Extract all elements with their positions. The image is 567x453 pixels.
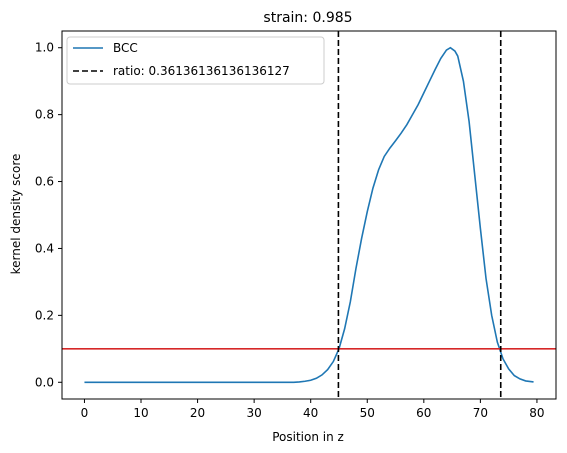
series-line-bcc <box>84 46 534 384</box>
y-tick-label: 1.0 <box>35 41 54 55</box>
axes: 0 10 20 30 40 50 60 70 80 0.0 0.2 0.4 0.6 0.8 1.0 <box>35 30 557 420</box>
x-tick-label: 20 <box>190 406 205 420</box>
legend-label-bcc: BCC <box>113 41 138 55</box>
x-tick-label: 40 <box>303 406 318 420</box>
legend: BCC ratio: 0.36136136136136127 <box>66 36 325 85</box>
x-axis-label: Position in z <box>272 430 344 444</box>
x-tick-label: 0 <box>81 406 89 420</box>
y-axis-label: kernel density score <box>9 154 23 275</box>
x-tick-label: 10 <box>133 406 148 420</box>
x-tick-label: 30 <box>246 406 261 420</box>
legend-label-ratio: ratio: 0.36136136136136127 <box>113 64 290 78</box>
x-tick-label: 60 <box>416 406 431 420</box>
plot-area <box>62 31 556 399</box>
y-tick-label: 0.8 <box>35 108 54 122</box>
y-tick-label: 0.6 <box>35 175 54 189</box>
legend-frame <box>66 36 325 85</box>
plot-inner <box>62 31 556 399</box>
chart-title: strain: 0.985 <box>263 10 352 26</box>
x-tick-label: 80 <box>529 406 544 420</box>
x-tick-label: 70 <box>473 406 488 420</box>
y-tick-label: 0.0 <box>35 375 54 389</box>
plot-frame <box>61 30 557 400</box>
x-tick-label: 50 <box>360 406 375 420</box>
y-tick-label: 0.2 <box>35 308 54 322</box>
y-tick-label: 0.4 <box>35 241 54 255</box>
